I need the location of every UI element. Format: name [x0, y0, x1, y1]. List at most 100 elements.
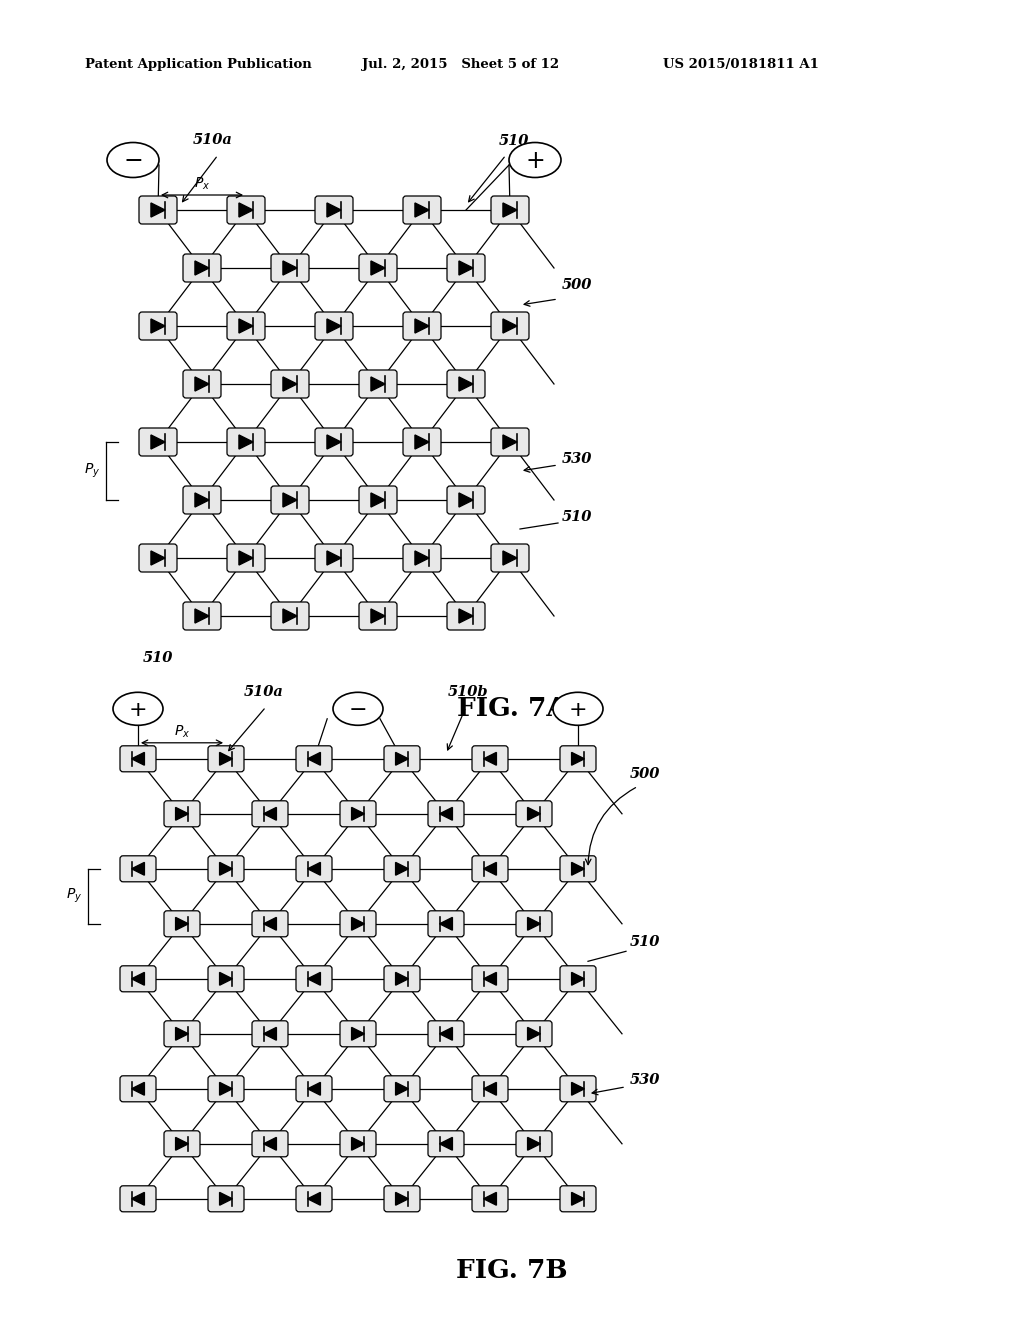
- Polygon shape: [351, 1027, 365, 1040]
- FancyBboxPatch shape: [315, 312, 353, 341]
- FancyBboxPatch shape: [340, 911, 376, 937]
- Text: 500: 500: [562, 279, 592, 292]
- FancyBboxPatch shape: [560, 746, 596, 772]
- FancyBboxPatch shape: [403, 195, 441, 224]
- FancyBboxPatch shape: [183, 602, 221, 630]
- Polygon shape: [459, 378, 473, 391]
- Text: 510: 510: [562, 510, 592, 524]
- Text: FIG. 7A: FIG. 7A: [457, 697, 567, 721]
- Polygon shape: [459, 492, 473, 507]
- FancyBboxPatch shape: [208, 966, 244, 991]
- FancyBboxPatch shape: [428, 911, 464, 937]
- FancyBboxPatch shape: [139, 312, 177, 341]
- Text: 530: 530: [562, 451, 592, 466]
- Polygon shape: [307, 862, 321, 875]
- Polygon shape: [351, 808, 365, 820]
- Polygon shape: [263, 917, 276, 931]
- FancyBboxPatch shape: [315, 544, 353, 572]
- Ellipse shape: [333, 692, 383, 725]
- FancyBboxPatch shape: [183, 370, 221, 399]
- Polygon shape: [307, 973, 321, 985]
- FancyBboxPatch shape: [139, 428, 177, 455]
- Polygon shape: [439, 808, 453, 820]
- Polygon shape: [219, 973, 232, 985]
- FancyBboxPatch shape: [490, 428, 529, 455]
- Text: 530: 530: [630, 1073, 660, 1086]
- Polygon shape: [439, 1027, 453, 1040]
- Polygon shape: [307, 1192, 321, 1205]
- Polygon shape: [459, 261, 473, 275]
- Ellipse shape: [509, 143, 561, 177]
- FancyBboxPatch shape: [252, 911, 288, 937]
- FancyBboxPatch shape: [208, 746, 244, 772]
- Polygon shape: [151, 203, 165, 216]
- Polygon shape: [571, 1082, 585, 1096]
- Polygon shape: [327, 550, 341, 565]
- Text: $P_y$: $P_y$: [66, 887, 82, 906]
- Polygon shape: [175, 1138, 188, 1150]
- Polygon shape: [483, 752, 497, 766]
- Polygon shape: [239, 319, 253, 333]
- FancyBboxPatch shape: [472, 1076, 508, 1102]
- FancyBboxPatch shape: [164, 911, 200, 937]
- FancyBboxPatch shape: [139, 544, 177, 572]
- Text: 500: 500: [630, 767, 660, 781]
- Polygon shape: [439, 917, 453, 931]
- Polygon shape: [371, 492, 385, 507]
- FancyBboxPatch shape: [490, 544, 529, 572]
- Text: +: +: [568, 700, 588, 719]
- Polygon shape: [263, 808, 276, 820]
- Polygon shape: [175, 808, 188, 820]
- Polygon shape: [151, 436, 165, 449]
- Polygon shape: [395, 1082, 409, 1096]
- FancyBboxPatch shape: [227, 312, 265, 341]
- Polygon shape: [483, 973, 497, 985]
- Polygon shape: [283, 609, 297, 623]
- Polygon shape: [327, 203, 341, 216]
- FancyBboxPatch shape: [271, 602, 309, 630]
- Polygon shape: [219, 1192, 232, 1205]
- FancyBboxPatch shape: [271, 486, 309, 513]
- Text: US 2015/0181811 A1: US 2015/0181811 A1: [663, 58, 819, 71]
- Polygon shape: [351, 917, 365, 931]
- Polygon shape: [527, 917, 541, 931]
- FancyBboxPatch shape: [227, 544, 265, 572]
- Polygon shape: [395, 973, 409, 985]
- Polygon shape: [283, 378, 297, 391]
- FancyBboxPatch shape: [428, 1131, 464, 1156]
- Polygon shape: [263, 1138, 276, 1150]
- FancyBboxPatch shape: [359, 370, 397, 399]
- Polygon shape: [195, 378, 209, 391]
- FancyBboxPatch shape: [428, 801, 464, 826]
- FancyBboxPatch shape: [560, 1076, 596, 1102]
- FancyBboxPatch shape: [560, 855, 596, 882]
- FancyBboxPatch shape: [359, 253, 397, 282]
- FancyBboxPatch shape: [359, 486, 397, 513]
- FancyBboxPatch shape: [164, 1020, 200, 1047]
- FancyBboxPatch shape: [384, 1185, 420, 1212]
- FancyBboxPatch shape: [472, 966, 508, 991]
- FancyBboxPatch shape: [447, 602, 485, 630]
- Polygon shape: [415, 319, 429, 333]
- Polygon shape: [571, 862, 585, 875]
- FancyBboxPatch shape: [227, 195, 265, 224]
- Polygon shape: [415, 550, 429, 565]
- Polygon shape: [219, 1082, 232, 1096]
- Polygon shape: [395, 752, 409, 766]
- FancyBboxPatch shape: [560, 1185, 596, 1212]
- Text: 510: 510: [499, 135, 529, 148]
- Text: 510a: 510a: [194, 133, 232, 147]
- FancyBboxPatch shape: [183, 486, 221, 513]
- FancyBboxPatch shape: [208, 855, 244, 882]
- Text: +: +: [525, 149, 545, 173]
- FancyBboxPatch shape: [516, 911, 552, 937]
- Polygon shape: [151, 319, 165, 333]
- Text: −: −: [349, 700, 368, 719]
- Polygon shape: [571, 973, 585, 985]
- Polygon shape: [395, 862, 409, 875]
- Text: +: +: [129, 700, 147, 719]
- FancyBboxPatch shape: [271, 253, 309, 282]
- FancyBboxPatch shape: [472, 1185, 508, 1212]
- FancyBboxPatch shape: [120, 966, 156, 991]
- Polygon shape: [132, 752, 144, 766]
